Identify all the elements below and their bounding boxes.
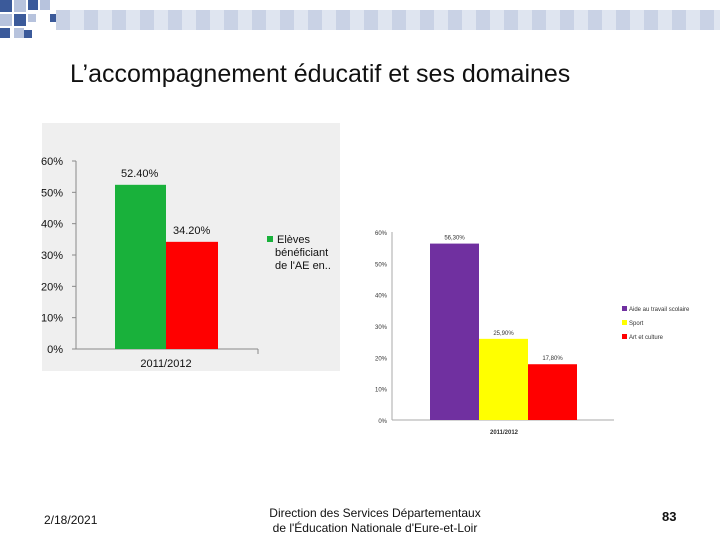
chart2-y-tick-label: 10% [375, 388, 388, 394]
chart2-bar [528, 364, 577, 420]
chart2-data-label: 17,80% [542, 356, 563, 362]
decoration-square [28, 0, 38, 10]
chart2-data-label: 25,90% [493, 331, 514, 337]
footer-organization-line2: de l'Éducation Nationale d'Eure-et-Loir [272, 521, 478, 535]
chart1-data-label: 34.20% [173, 225, 211, 237]
chart1-y-tick-label: 40% [41, 219, 63, 231]
chart1-bar [115, 184, 166, 349]
chart1-y-tick-label: 20% [41, 281, 63, 293]
chart2-legend-swatch [622, 334, 627, 339]
decoration-square [0, 14, 12, 26]
decoration-square [14, 28, 24, 38]
chart1-legend-text: Elèves [277, 234, 311, 246]
chart1-y-tick-label: 0% [47, 344, 63, 356]
slide-title: L’accompagnement éducatif et ses domaine… [70, 60, 571, 88]
chart1-y-tick-label: 10% [41, 313, 63, 325]
decoration-square [40, 0, 50, 10]
chart2-y-tick-label: 0% [378, 419, 387, 425]
decoration-square [24, 30, 32, 38]
decoration-square [14, 0, 26, 12]
chart1-y-tick-label: 30% [41, 250, 63, 262]
chart2-legend-swatch [622, 306, 627, 311]
decoration-square [28, 14, 36, 22]
decoration-band [56, 10, 720, 30]
chart2-x-tick-label: 2011/2012 [490, 430, 519, 436]
chart1-y-tick-label: 60% [41, 156, 63, 168]
chart2-legend-swatch [622, 320, 627, 325]
chart1-y-tick-label: 50% [41, 187, 63, 199]
chart2-y-tick-label: 60% [375, 231, 388, 237]
chart2-legend-text: Sport [629, 321, 644, 327]
chart1-legend-text: de l'AE en.. [275, 260, 331, 272]
decoration-square [50, 14, 58, 22]
page-number: 83 [662, 509, 677, 524]
chart1-legend-text: bénéficiant [275, 247, 328, 259]
chart2-y-tick-label: 30% [375, 325, 388, 331]
chart1-x-tick-label: 2011/2012 [140, 358, 191, 370]
footer-date: 2/18/2021 [44, 513, 98, 527]
chart2-bar [430, 243, 479, 420]
chart2-legend-text: Art et culture [629, 335, 664, 341]
chart2-y-tick-label: 40% [375, 294, 388, 300]
decoration-square [14, 14, 26, 26]
chart2-y-tick-label: 50% [375, 262, 388, 268]
chart2-y-tick-label: 20% [375, 356, 388, 362]
chart2-bar [479, 338, 528, 420]
chart2-legend-text: Aide au travail scolaire [629, 307, 690, 313]
decoration-square [0, 28, 10, 38]
chart1-bar [166, 241, 218, 349]
chart1-data-label: 52.40% [121, 168, 159, 180]
chart1-legend-swatch [267, 236, 273, 242]
footer-organization-line1: Direction des Services Départementaux [269, 506, 481, 520]
decoration-square [0, 0, 12, 12]
chart2-data-label: 56,30% [444, 236, 465, 242]
